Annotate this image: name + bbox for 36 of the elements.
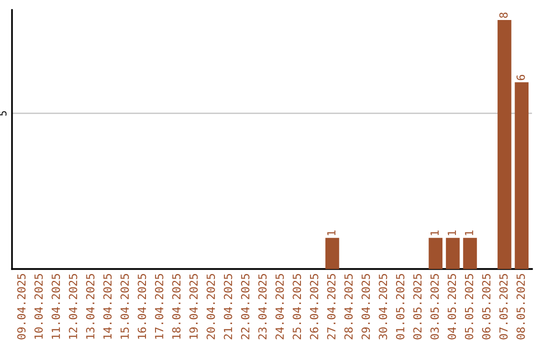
- data-label: 1: [465, 230, 474, 236]
- x-tick-label: 23.04.2025: [258, 274, 267, 340]
- x-tick-label: 20.04.2025: [206, 274, 215, 340]
- x-tick-label: 27.04.2025: [327, 274, 336, 340]
- x-tick-label: 30.04.2025: [378, 274, 388, 340]
- x-tick-label: 11.04.2025: [52, 274, 60, 339]
- x-tick-label: 29.04.2025: [362, 274, 370, 340]
- x-tick-label: 22.04.2025: [241, 274, 250, 340]
- data-label: 1: [448, 230, 456, 236]
- x-tick-label: 21.04.2025: [224, 274, 232, 340]
- x-tick-label: 28.04.2025: [344, 274, 353, 340]
- x-tick-label: 24.04.2025: [275, 274, 284, 340]
- x-tick-label: 03.05.2025: [430, 274, 439, 340]
- x-tick-label: 10.04.2025: [34, 274, 43, 339]
- x-tick-label: 17.04.2025: [154, 274, 164, 339]
- data-label: 1: [430, 230, 439, 236]
- data-label: 6: [516, 74, 525, 80]
- x-tick-label: 15.04.2025: [120, 274, 129, 339]
- x-tick-label: 09.04.2025: [17, 274, 26, 340]
- x-tick-label: 04.05.2025: [448, 274, 456, 340]
- x-tick-label: 25.04.2025: [292, 274, 302, 340]
- x-tick-label: 13.04.2025: [86, 274, 94, 339]
- x-tick-label: 01.05.2025: [396, 274, 404, 340]
- x-tick-label: 14.04.2025: [103, 274, 112, 339]
- x-tick-label: 05.05.2025: [464, 274, 474, 340]
- x-tick-label: 08.05.2025: [516, 274, 525, 340]
- x-tick-label: 16.04.2025: [138, 274, 146, 339]
- data-label: 1: [327, 230, 336, 236]
- x-tick-label: 06.05.2025: [482, 274, 490, 340]
- x-tick-label: 26.04.2025: [310, 274, 318, 340]
- x-tick-label: 02.05.2025: [413, 274, 422, 340]
- data-label: 8: [499, 12, 508, 18]
- x-tick-label: 07.05.2025: [499, 274, 508, 340]
- x-tick-label: 19.04.2025: [189, 274, 198, 339]
- x-tick-label: 18.04.2025: [172, 274, 181, 339]
- x-tick-label: 12.04.2025: [68, 274, 78, 339]
